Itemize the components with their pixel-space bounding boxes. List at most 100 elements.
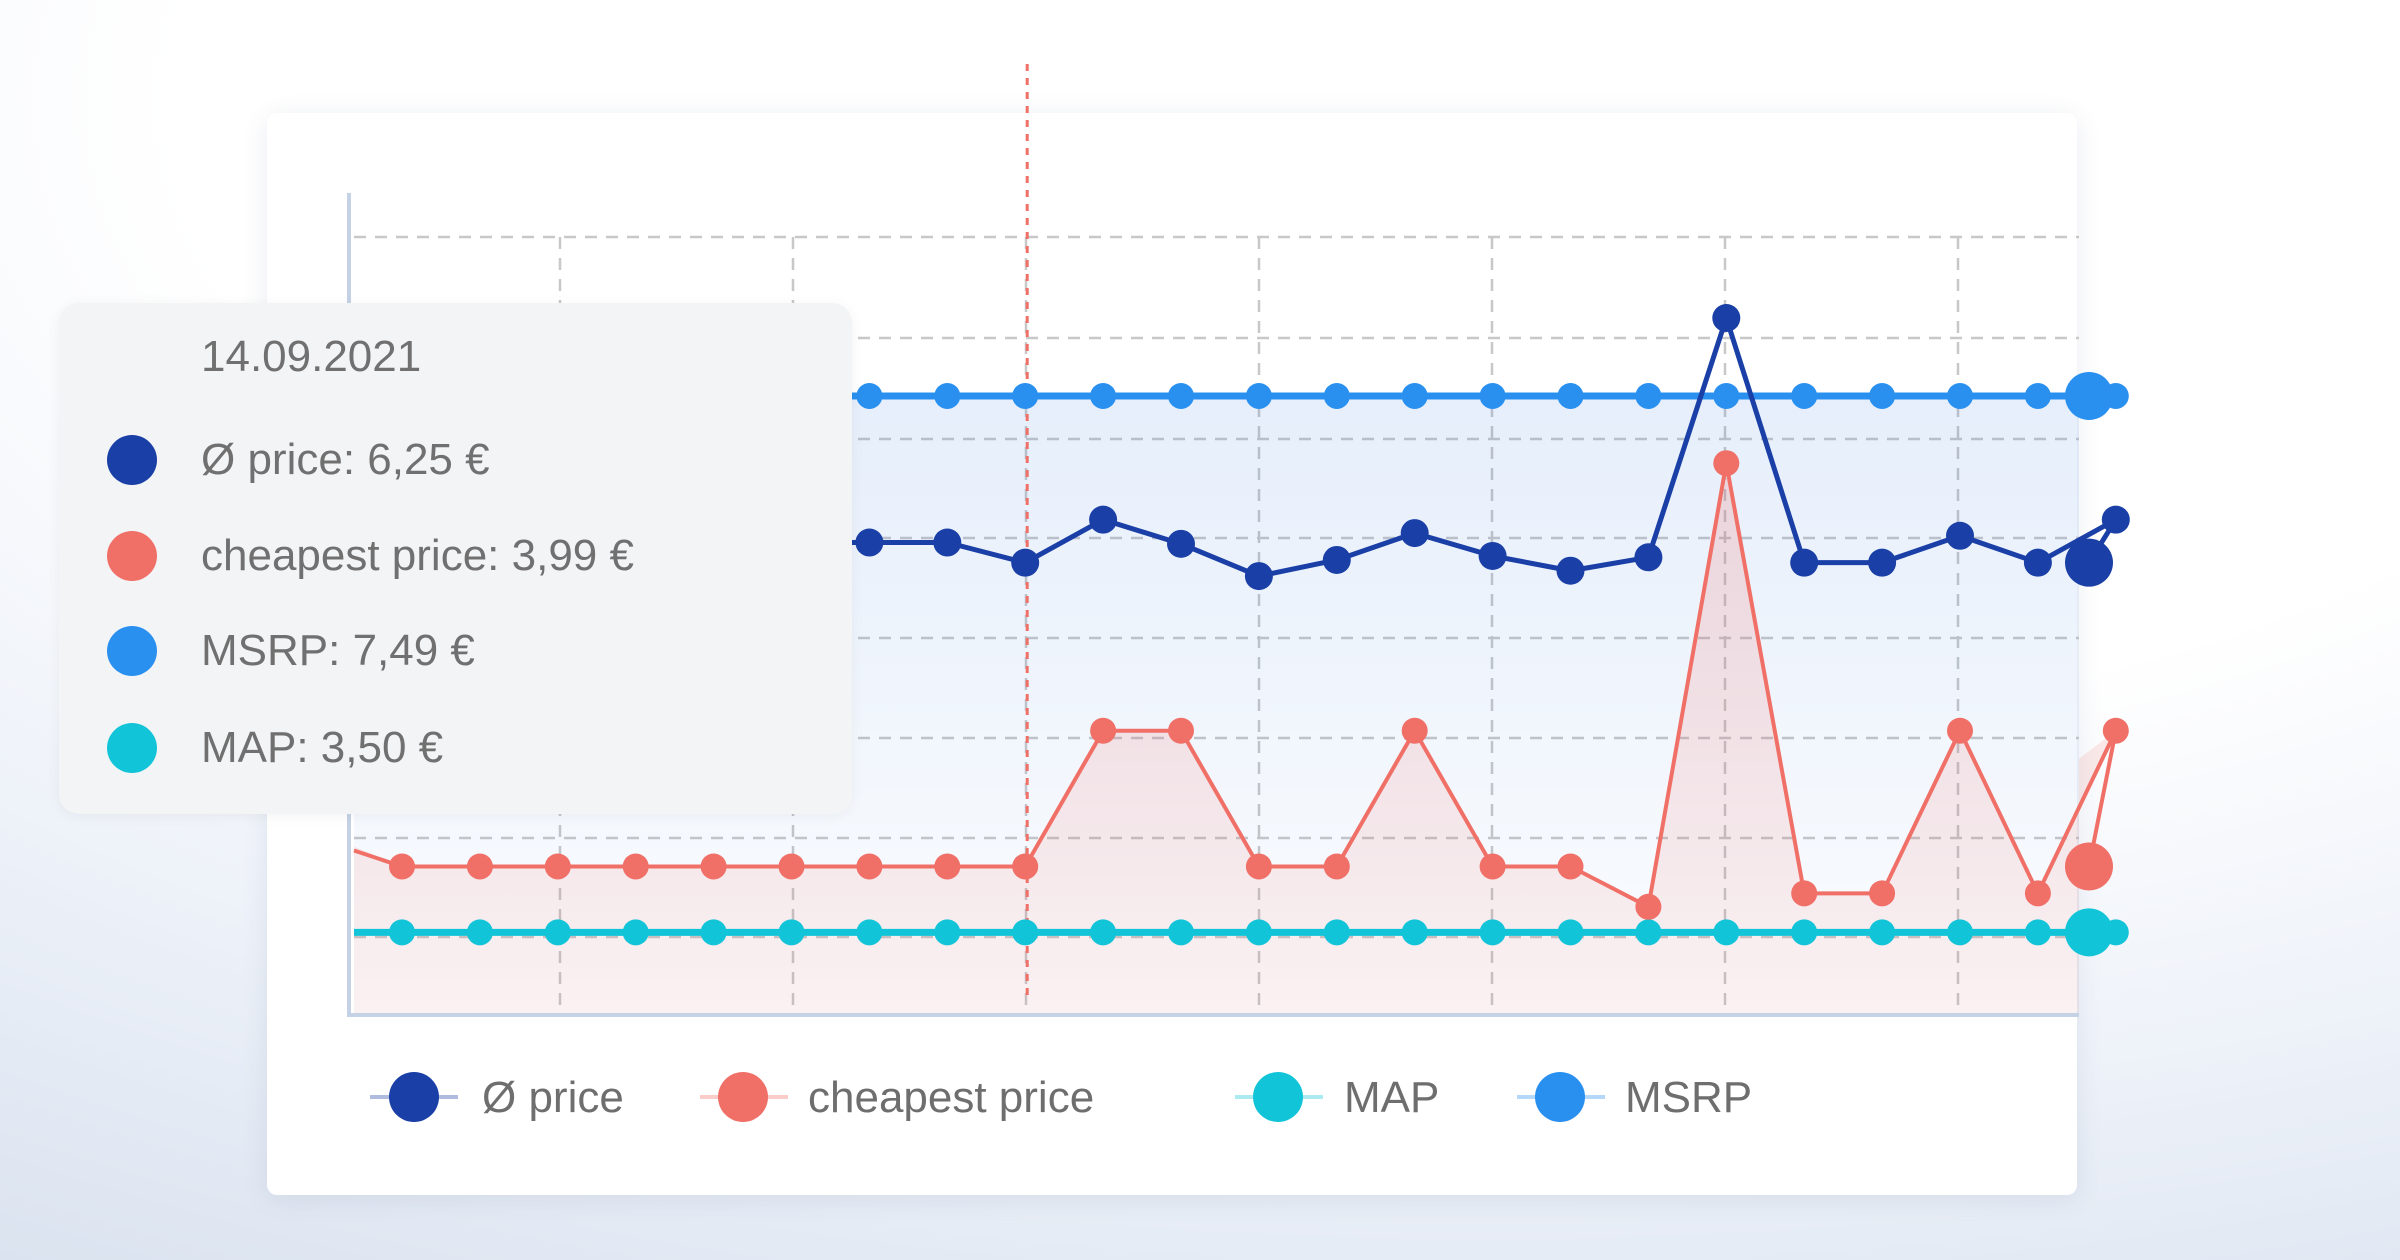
- cheapest-price-point-20[interactable]: [1947, 717, 1973, 744]
- cheapest-price-point-11[interactable]: [1245, 853, 1272, 880]
- avg-price-point-19[interactable]: [1868, 548, 1897, 577]
- map-point-8[interactable]: [1012, 919, 1039, 946]
- cheapest-price-point-7[interactable]: [934, 853, 961, 880]
- avg-price-point-7[interactable]: [933, 528, 962, 557]
- cheapest-price-point-18[interactable]: [1791, 880, 1818, 907]
- msrp-point-6[interactable]: [856, 382, 883, 409]
- cheapest-price-point-1[interactable]: [466, 853, 493, 880]
- tooltip-text-msrp: MSRP: 7,49 €: [201, 626, 475, 675]
- map-point-11[interactable]: [1245, 919, 1272, 946]
- avg-price-point-8[interactable]: [1011, 548, 1040, 577]
- legend: Ø price cheapest price MAP MSRP: [370, 1072, 1752, 1122]
- avg-price-point-15[interactable]: [1556, 556, 1585, 585]
- msrp-point-9[interactable]: [1090, 382, 1117, 409]
- msrp-point-10[interactable]: [1168, 382, 1194, 409]
- cheapest-price-point-22[interactable]: [2102, 717, 2129, 744]
- cheapest-price-point-0[interactable]: [389, 853, 415, 880]
- map-point-20[interactable]: [1947, 919, 1973, 946]
- tooltip: 14.09.2021 Ø price: 6,25 € cheapest price…: [59, 303, 852, 814]
- msrp-point-11[interactable]: [1245, 382, 1272, 409]
- avg-price-point-11[interactable]: [1244, 562, 1273, 591]
- cheapest-price-point-8[interactable]: [1012, 853, 1039, 880]
- map-point-16[interactable]: [1635, 919, 1662, 946]
- msrp-point-18[interactable]: [1791, 382, 1818, 409]
- map-point-6[interactable]: [856, 919, 883, 946]
- map-point-1[interactable]: [466, 919, 493, 946]
- tooltip-row-map: MAP: 3,50 €: [107, 718, 443, 778]
- avg-price-end-marker[interactable]: [2065, 538, 2113, 587]
- tooltip-date: 14.09.2021: [201, 332, 422, 381]
- tooltip-text-cheapest-price: cheapest price: 3,99 €: [201, 531, 634, 580]
- cheapest-price-point-17[interactable]: [1713, 450, 1740, 477]
- legend-label-cheapest-price[interactable]: cheapest price: [808, 1073, 1094, 1122]
- map-point-12[interactable]: [1323, 919, 1350, 946]
- cheapest-price-point-13[interactable]: [1401, 717, 1428, 744]
- cheapest-price-point-6[interactable]: [856, 853, 883, 880]
- map-point-2[interactable]: [544, 919, 571, 946]
- map-point-21[interactable]: [2024, 919, 2051, 946]
- map-point-5[interactable]: [778, 919, 805, 946]
- tooltip-row-avg-price: Ø price: 6,25 €: [107, 430, 490, 490]
- map-point-3[interactable]: [622, 919, 649, 946]
- map-point-17[interactable]: [1713, 919, 1740, 946]
- msrp-point-7[interactable]: [934, 382, 961, 409]
- avg-price-point-17[interactable]: [1712, 304, 1741, 333]
- tooltip-text-map: MAP: 3,50 €: [201, 723, 444, 772]
- msrp-point-17[interactable]: [1713, 382, 1740, 409]
- avg-price-point-16[interactable]: [1634, 543, 1663, 572]
- avg-price-point-9[interactable]: [1089, 505, 1118, 534]
- tooltip-dot-map: [107, 723, 157, 773]
- map-point-7[interactable]: [934, 919, 961, 946]
- legend-label-msrp[interactable]: MSRP: [1625, 1073, 1752, 1122]
- map-point-0[interactable]: [389, 919, 415, 946]
- map-point-14[interactable]: [1479, 919, 1506, 946]
- avg-price-point-20[interactable]: [1946, 521, 1974, 550]
- msrp-point-12[interactable]: [1323, 382, 1350, 409]
- legend-label-map[interactable]: MAP: [1344, 1073, 1439, 1122]
- msrp-point-21[interactable]: [2024, 382, 2051, 409]
- msrp-end-marker[interactable]: [2065, 371, 2113, 420]
- cheapest-price-point-5[interactable]: [778, 853, 805, 880]
- cheapest-price-point-12[interactable]: [1323, 853, 1350, 880]
- msrp-point-16[interactable]: [1635, 382, 1662, 409]
- map-point-9[interactable]: [1090, 919, 1117, 946]
- map-end-marker[interactable]: [2065, 908, 2113, 957]
- avg-price-point-14[interactable]: [1478, 541, 1507, 570]
- avg-price-point-10[interactable]: [1167, 529, 1195, 558]
- legend-swatch-map[interactable]: [1253, 1072, 1303, 1122]
- legend-label-avg-price[interactable]: Ø price: [482, 1073, 624, 1122]
- map-point-10[interactable]: [1168, 919, 1194, 946]
- cheapest-price-point-3[interactable]: [622, 853, 649, 880]
- msrp-point-14[interactable]: [1479, 382, 1506, 409]
- avg-price-point-22[interactable]: [2101, 505, 2130, 534]
- legend-swatch-cheapest-price[interactable]: [718, 1072, 768, 1122]
- map-point-13[interactable]: [1401, 919, 1428, 946]
- cheapest-price-point-15[interactable]: [1557, 853, 1584, 880]
- cheapest-price-point-16[interactable]: [1635, 893, 1662, 920]
- map-point-19[interactable]: [1869, 919, 1896, 946]
- cheapest-price-point-14[interactable]: [1479, 853, 1506, 880]
- cheapest-price-end-marker[interactable]: [2065, 842, 2113, 891]
- map-point-18[interactable]: [1791, 919, 1818, 946]
- avg-price-point-6[interactable]: [855, 528, 884, 557]
- cheapest-price-point-21[interactable]: [2024, 880, 2051, 907]
- legend-swatch-msrp[interactable]: [1535, 1072, 1585, 1122]
- msrp-point-20[interactable]: [1947, 382, 1973, 409]
- map-point-15[interactable]: [1557, 919, 1584, 946]
- msrp-point-13[interactable]: [1401, 382, 1428, 409]
- cheapest-price-point-10[interactable]: [1168, 717, 1194, 744]
- cheapest-price-point-4[interactable]: [700, 853, 727, 880]
- map-point-4[interactable]: [700, 919, 727, 946]
- legend-swatch-avg-price[interactable]: [389, 1072, 439, 1122]
- msrp-point-8[interactable]: [1012, 382, 1039, 409]
- cheapest-price-point-9[interactable]: [1090, 717, 1117, 744]
- tooltip-dot-avg-price: [107, 435, 157, 485]
- cheapest-price-point-2[interactable]: [544, 853, 571, 880]
- avg-price-point-21[interactable]: [2023, 548, 2052, 577]
- avg-price-point-18[interactable]: [1790, 548, 1819, 577]
- avg-price-point-13[interactable]: [1400, 519, 1429, 548]
- msrp-point-15[interactable]: [1557, 382, 1584, 409]
- avg-price-point-12[interactable]: [1322, 545, 1351, 574]
- cheapest-price-point-19[interactable]: [1869, 880, 1896, 907]
- msrp-point-19[interactable]: [1869, 382, 1896, 409]
